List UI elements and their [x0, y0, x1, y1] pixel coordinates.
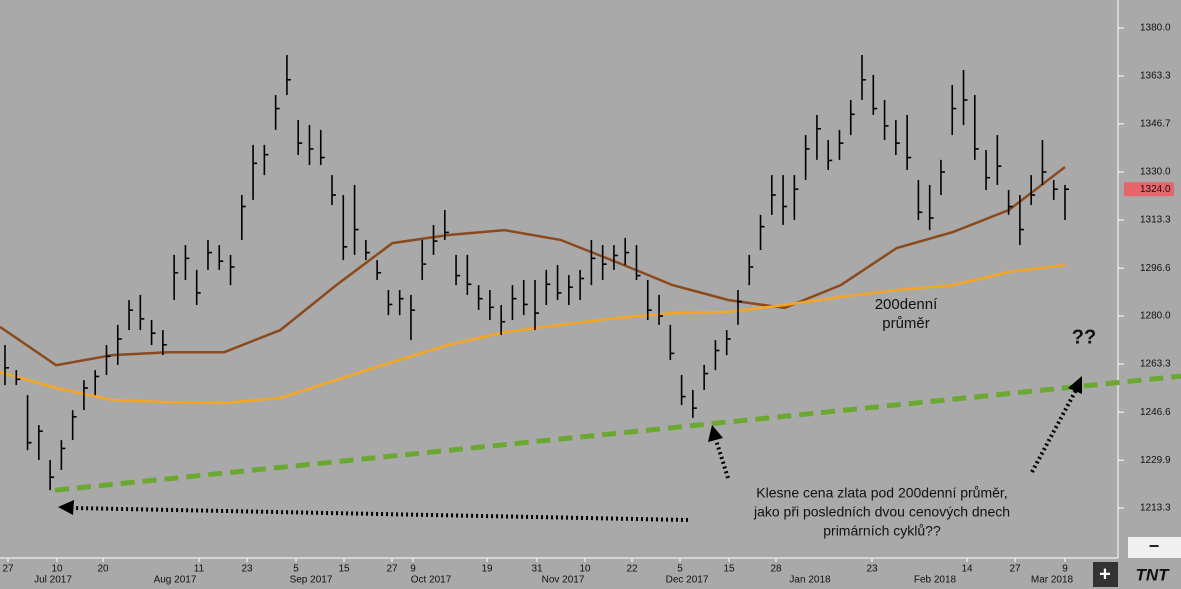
- y-tick-label: 1363.3: [1140, 71, 1171, 82]
- zoom-out-button[interactable]: [1128, 537, 1181, 558]
- x-month-label: Sep 2017: [290, 575, 333, 586]
- ma-label: průměr: [882, 315, 930, 332]
- y-tick-label: 1330.0: [1140, 167, 1171, 178]
- y-tick-label: 1229.9: [1140, 455, 1171, 466]
- zoom-in-label[interactable]: +: [1099, 563, 1111, 585]
- x-month-label: Dec 2017: [666, 575, 709, 586]
- moving-average-line: [0, 263, 1066, 405]
- zoom-out-label[interactable]: −: [1149, 536, 1160, 556]
- x-month-label: Jan 2018: [789, 575, 831, 586]
- x-day-label: 27: [386, 564, 398, 575]
- ma-label: 200denní: [875, 296, 938, 313]
- trendline: [54, 373, 1181, 493]
- moving-average-line: [0, 166, 1066, 367]
- x-day-label: 9: [410, 564, 416, 575]
- x-day-label: 22: [626, 564, 638, 575]
- x-day-label: 31: [531, 564, 543, 575]
- x-day-label: 28: [770, 564, 782, 575]
- x-month-label: Aug 2017: [154, 575, 197, 586]
- x-day-label: 27: [1009, 564, 1021, 575]
- question-marks: ??: [1072, 326, 1096, 348]
- zoom-in-button[interactable]: [1093, 562, 1118, 587]
- x-day-label: 14: [961, 564, 973, 575]
- y-tick-label: 1263.3: [1140, 359, 1171, 370]
- x-day-label: 20: [97, 564, 109, 575]
- y-tick-label: 1313.3: [1140, 215, 1171, 226]
- x-day-label: 23: [241, 564, 253, 575]
- x-day-label: 15: [338, 564, 350, 575]
- note-text: jako při posledních dvou cenových dnech: [753, 504, 1010, 520]
- x-month-label: Jul 2017: [34, 575, 72, 586]
- x-day-label: 15: [723, 564, 735, 575]
- y-tick-label: 1213.3: [1140, 503, 1171, 514]
- arrow-line: [1030, 389, 1078, 473]
- last-price-label: 1324.0: [1140, 184, 1171, 195]
- x-month-label: Oct 2017: [411, 575, 452, 586]
- y-tick-label: 1246.6: [1140, 407, 1171, 418]
- x-day-label: 23: [866, 564, 878, 575]
- x-day-label: 10: [579, 564, 591, 575]
- x-month-label: Feb 2018: [914, 575, 957, 586]
- last-price-box: [1124, 182, 1174, 197]
- x-day-label: 27: [2, 564, 14, 575]
- y-tick-label: 1280.0: [1140, 311, 1171, 322]
- arrow-line: [714, 439, 730, 479]
- x-month-label: Mar 2018: [1031, 575, 1074, 586]
- arrow-heads: [58, 376, 1082, 515]
- arrow-head: [58, 500, 74, 515]
- arrow-head: [708, 425, 723, 442]
- x-month-label: Nov 2017: [542, 575, 585, 586]
- x-day-label: 19: [481, 564, 493, 575]
- x-day-label: 10: [51, 564, 63, 575]
- y-tick-label: 1380.0: [1140, 23, 1171, 34]
- arrows: [71, 389, 1078, 522]
- y-tick-label: 1346.7: [1140, 118, 1171, 129]
- x-day-label: 11: [194, 564, 205, 575]
- arrow-head: [1068, 376, 1082, 394]
- x-day-label: 5: [293, 564, 299, 575]
- x-day-label: 9: [1062, 564, 1068, 575]
- x-day-label: 5: [677, 564, 683, 575]
- note-text: primárních cyklů??: [823, 523, 941, 539]
- logo: TNT: [1135, 565, 1170, 584]
- y-tick-label: 1296.6: [1140, 263, 1171, 274]
- note-text: Klesne cena zlata pod 200denní průměr,: [756, 485, 1007, 501]
